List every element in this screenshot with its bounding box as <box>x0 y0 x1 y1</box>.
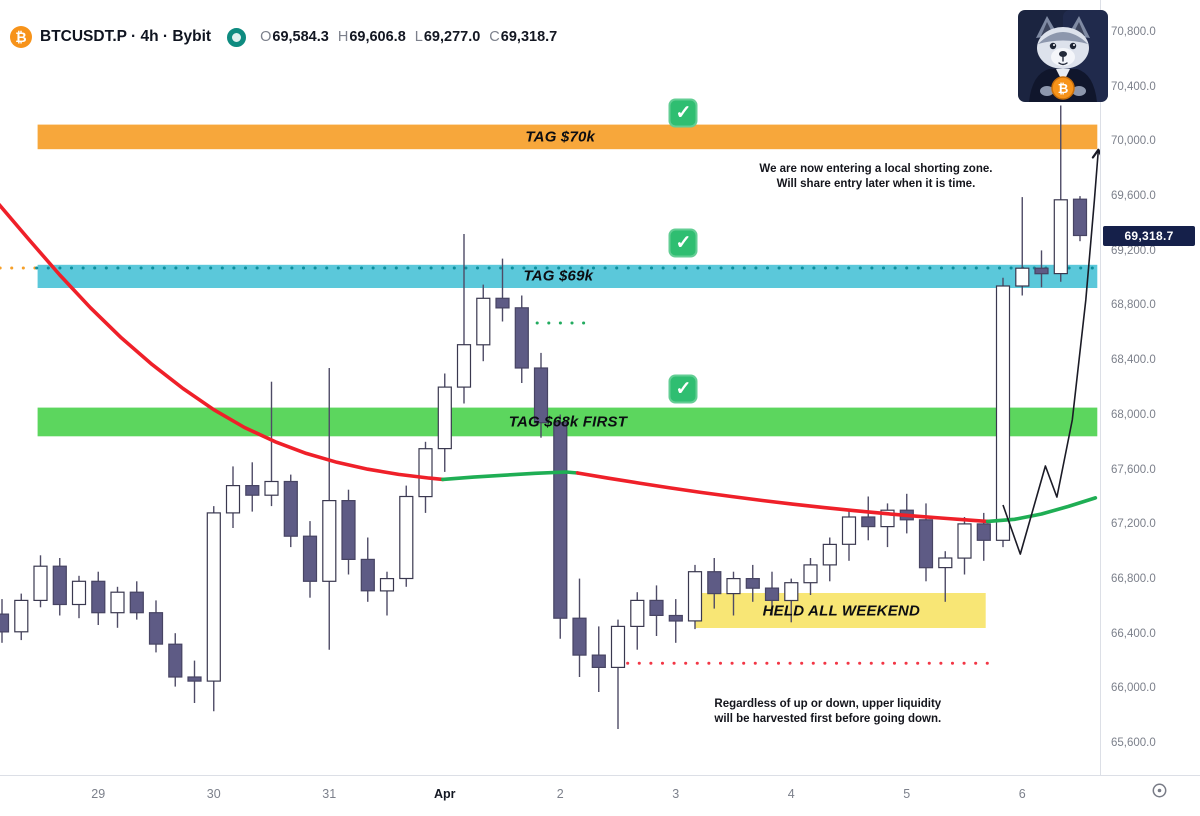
date-tick-29: 29 <box>91 787 106 801</box>
candlestick-chart[interactable] <box>0 0 1100 775</box>
projection-arrow[interactable] <box>1002 148 1100 555</box>
ohlc-value: 69,318.7 <box>500 29 558 45</box>
date-tick-4: 4 <box>787 787 795 801</box>
price-zones <box>37 124 1098 628</box>
date-tick-3: 3 <box>672 787 680 801</box>
ohlc-key: O <box>260 29 272 45</box>
price-tick: 66,000.0 <box>1111 682 1156 695</box>
price-tick: 66,400.0 <box>1111 627 1156 640</box>
ohlc-key: L <box>414 29 423 45</box>
price-tick: 67,200.0 <box>1111 518 1156 531</box>
ma-line <box>575 471 990 524</box>
date-tick-5: 5 <box>903 787 911 801</box>
price-tick: 66,800.0 <box>1111 572 1156 585</box>
price-tick: 65,600.0 <box>1111 736 1156 749</box>
ohlc-key: C <box>489 29 500 45</box>
time-axis[interactable]: 29 30 31 Apr 2 3 4 5 6 <box>0 775 1200 816</box>
last-price-badge: 69,318.7 <box>1103 225 1195 246</box>
price-tick: 70,000.0 <box>1111 135 1156 148</box>
avatar-image: ₿ <box>1018 10 1108 102</box>
ma-line <box>441 470 580 482</box>
date-tick-6: 6 <box>1018 787 1026 801</box>
svg-text:₿: ₿ <box>1058 81 1069 96</box>
ohlc-value: 69,606.8 <box>349 29 406 45</box>
scale-settings-icon[interactable] <box>1149 780 1169 800</box>
ma-line <box>0 203 445 482</box>
husky-mascot-illustration: ₿ <box>1018 10 1108 102</box>
price-tick: 68,400.0 <box>1111 354 1156 367</box>
price-tick: 70,400.0 <box>1111 80 1156 93</box>
date-tick-Apr: Apr <box>433 787 456 801</box>
price-tick: 68,800.0 <box>1111 299 1156 312</box>
ohlc-key: H <box>337 29 349 45</box>
dotted-levels <box>0 266 1099 665</box>
zone-tag-70k[interactable] <box>37 124 1098 150</box>
ma-line <box>985 496 1098 524</box>
chart-canvas[interactable]: TAG $70k ✓ TAG $69k ✓ TAG $68k FIRST ✓ HELD AL… <box>0 0 1108 775</box>
price-tick: 70,800.0 <box>1111 26 1156 38</box>
price-tick: 67,600.0 <box>1111 463 1156 476</box>
indicator-dot-icon[interactable] <box>227 27 247 47</box>
bitcoin-logo-icon: ₿ <box>10 26 32 48</box>
symbol-legend: ₿ BTCUSDT.P · 4h · Bybit O 69,584.3 H 69,60… <box>10 25 566 49</box>
price-tick: 68,000.0 <box>1111 408 1156 421</box>
ohlc-values: O 69,584.3 H 69,606.8 L 69,277.0 C 69,318.7 <box>260 29 566 45</box>
price-tick: 69,600.0 <box>1111 190 1156 203</box>
date-tick-31: 31 <box>322 787 337 801</box>
date-tick-30: 30 <box>206 787 221 801</box>
bitcoin-glyph: ₿ <box>15 29 27 45</box>
zone-tag-69k[interactable] <box>37 264 1098 288</box>
candles-layer <box>0 105 1088 729</box>
ohlc-value: 69,277.0 <box>423 29 481 45</box>
zone-tag-68k[interactable] <box>37 407 1098 437</box>
ohlc-value: 69,584.3 <box>272 29 329 45</box>
zone-held-weekend[interactable] <box>695 593 986 628</box>
symbol-title[interactable]: BTCUSDT.P · 4h · Bybit <box>40 28 212 45</box>
price-tick: 69,200.0 <box>1111 244 1156 257</box>
date-tick-2: 2 <box>556 787 564 801</box>
price-axis[interactable]: 70,800.0 70,400.0 70,000.0 69,600.0 69,200.0… <box>1100 0 1200 775</box>
